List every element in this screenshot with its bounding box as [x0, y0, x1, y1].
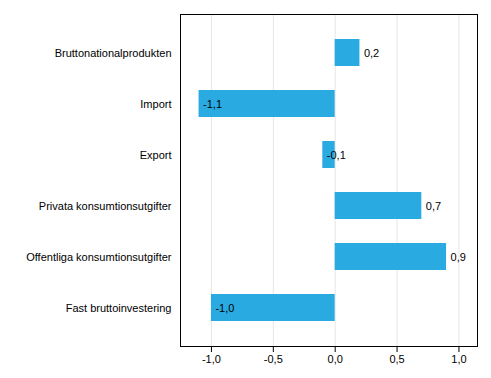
svg-text:-0,5: -0,5 — [264, 353, 283, 365]
svg-text:Bruttonationalprodukten: Bruttonationalprodukten — [55, 47, 172, 59]
svg-text:1,0: 1,0 — [451, 353, 466, 365]
svg-text:-1,0: -1,0 — [202, 353, 221, 365]
svg-text:0,7: 0,7 — [426, 200, 441, 212]
svg-text:-1,0: -1,0 — [215, 302, 234, 314]
svg-text:Privata konsumtionsutgifter: Privata konsumtionsutgifter — [39, 200, 172, 212]
svg-text:-0,1: -0,1 — [327, 149, 346, 161]
svg-text:Fast bruttoinvestering: Fast bruttoinvestering — [66, 302, 172, 314]
svg-text:-1,1: -1,1 — [203, 98, 222, 110]
svg-text:0,5: 0,5 — [389, 353, 404, 365]
svg-text:0,9: 0,9 — [451, 251, 466, 263]
svg-text:Export: Export — [140, 149, 172, 161]
svg-text:0,0: 0,0 — [328, 353, 343, 365]
svg-text:Import: Import — [140, 98, 171, 110]
svg-text:0,2: 0,2 — [364, 47, 379, 59]
svg-text:Offentliga konsumtionsutgifter: Offentliga konsumtionsutgifter — [26, 251, 172, 263]
